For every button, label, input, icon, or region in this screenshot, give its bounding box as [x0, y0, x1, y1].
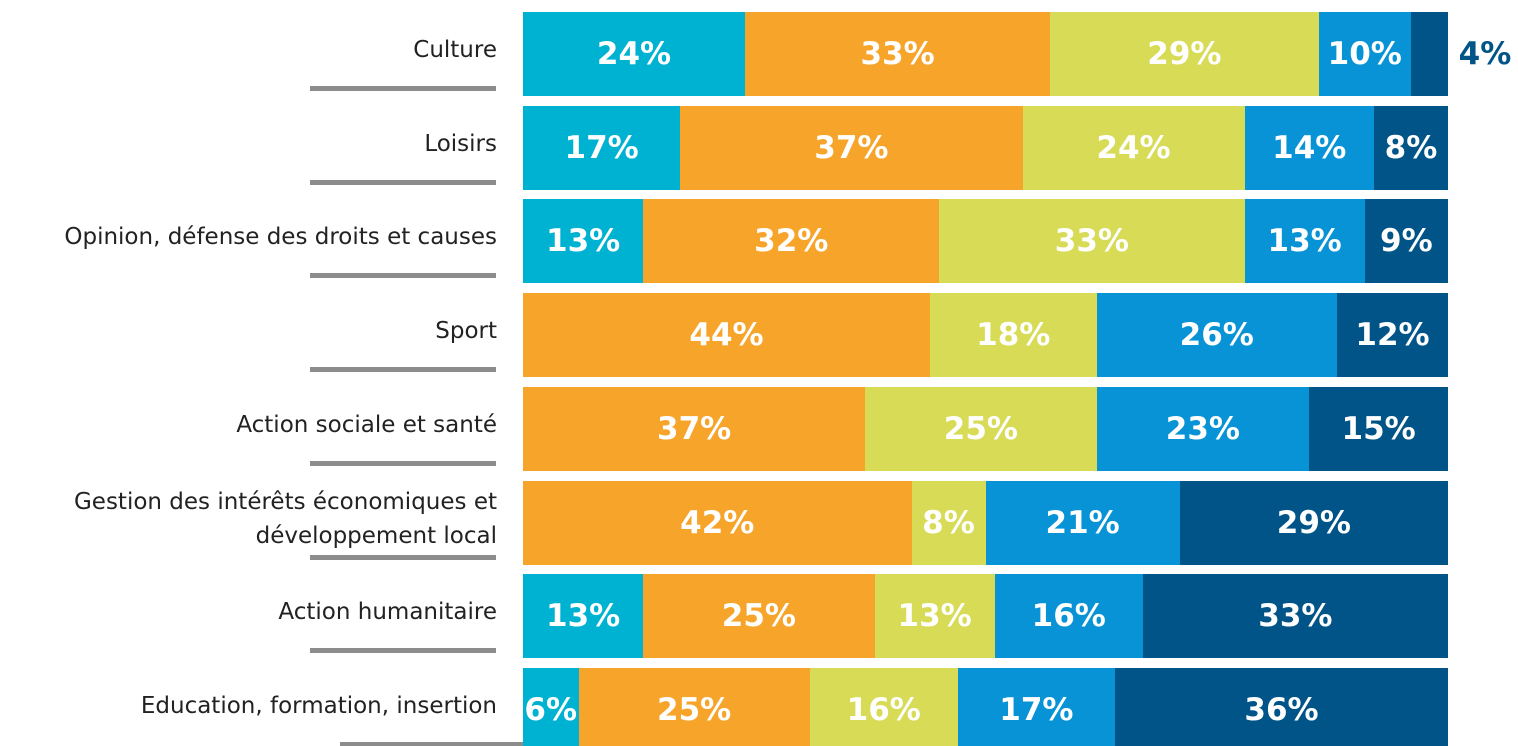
category-label: Action humanitaire [278, 599, 497, 626]
bar-segment [1096, 386, 1310, 471]
data-label: 24% [596, 36, 672, 72]
bar-segment [911, 480, 986, 565]
data-label: 33% [860, 36, 935, 72]
bar-segment [874, 574, 995, 659]
bar-segment [985, 480, 1180, 565]
label-rule [310, 86, 496, 91]
data-label: 12% [1355, 317, 1430, 354]
data-label: 13% [546, 223, 621, 260]
data-label: 13% [897, 598, 972, 635]
bar-segment [1096, 293, 1337, 378]
data-label: 25% [657, 691, 732, 728]
data-label: 29% [1147, 36, 1222, 72]
bar-segment [1244, 105, 1374, 190]
data-label: 17% [564, 129, 639, 166]
bar-segment [523, 199, 644, 284]
bar-segment [1022, 105, 1245, 190]
bar-segment [865, 386, 1097, 471]
data-label: 15% [1341, 410, 1416, 447]
bar-segment [745, 12, 1051, 96]
label-rule [310, 648, 496, 654]
bar-segment [957, 667, 1115, 746]
data-label: 37% [814, 129, 889, 166]
data-label: 26% [1179, 317, 1254, 354]
bar-segment [809, 667, 958, 746]
bar-segment [578, 667, 810, 746]
data-label: 29% [1276, 504, 1351, 541]
bar-segment [1309, 386, 1448, 471]
bar-segment [523, 386, 866, 471]
data-label: 13% [1267, 223, 1342, 260]
bar-segment [680, 105, 1023, 190]
label-rule [310, 273, 496, 279]
bar-segment [1142, 574, 1448, 659]
bar-segment [930, 293, 1097, 378]
data-label: 23% [1165, 410, 1240, 447]
data-label: 42% [680, 504, 755, 541]
label-rule [310, 367, 496, 373]
bar-segment [1337, 293, 1448, 378]
data-label: 17% [999, 691, 1074, 728]
bar-segment [523, 480, 912, 565]
bar-segment [1318, 12, 1411, 96]
data-label: 10% [1327, 36, 1402, 72]
bar-segment [643, 199, 940, 284]
bar-segment [939, 199, 1245, 284]
bar-segment [643, 574, 875, 659]
bar-segment [523, 293, 930, 378]
data-label: 36% [1244, 691, 1319, 728]
data-label: 44% [689, 317, 764, 354]
bar-segment [1050, 12, 1319, 96]
data-label: 16% [846, 691, 921, 728]
bar-segment [1374, 105, 1448, 190]
category-label: Gestion des intérêts économiques et déve… [73, 488, 497, 549]
data-label: 6% [524, 691, 578, 728]
data-label: 14% [1272, 129, 1347, 166]
bar-segment [1364, 199, 1448, 284]
bar-segment [1411, 12, 1448, 96]
label-rule [310, 460, 496, 466]
bar-segment [523, 574, 644, 659]
data-label: 9% [1380, 223, 1433, 260]
data-label: 13% [546, 598, 621, 635]
bar-segment [523, 667, 579, 746]
category-label: Education, formation, insertion [140, 692, 497, 719]
category-label: Loisirs [424, 130, 497, 157]
label-rule [310, 554, 496, 560]
bar-segment [523, 105, 681, 190]
data-label: 18% [976, 317, 1051, 354]
data-label: 24% [1096, 129, 1171, 166]
data-label: 8% [1384, 129, 1438, 166]
category-label: Culture [413, 37, 497, 63]
data-label: 4% [1458, 36, 1512, 72]
data-label: 21% [1045, 504, 1120, 541]
category-label: Opinion, défense des droits et causes [64, 224, 497, 251]
bar-segment [1179, 480, 1448, 565]
category-label: Action sociale et santé [236, 411, 497, 438]
data-label: 25% [943, 410, 1018, 447]
data-label: 25% [721, 598, 796, 635]
data-label: 33% [1054, 223, 1129, 260]
data-label: 8% [922, 504, 975, 541]
bar-segment [1115, 667, 1448, 746]
label-rule [340, 741, 525, 746]
data-label: 16% [1031, 598, 1106, 635]
bar-segment [523, 12, 745, 96]
label-rule [310, 179, 496, 185]
category-label: Sport [435, 318, 497, 345]
data-label: 32% [754, 223, 829, 260]
data-label: 33% [1258, 598, 1333, 635]
bar-segment [994, 574, 1143, 659]
bar-segment [1244, 199, 1365, 284]
data-label: 37% [657, 410, 732, 447]
